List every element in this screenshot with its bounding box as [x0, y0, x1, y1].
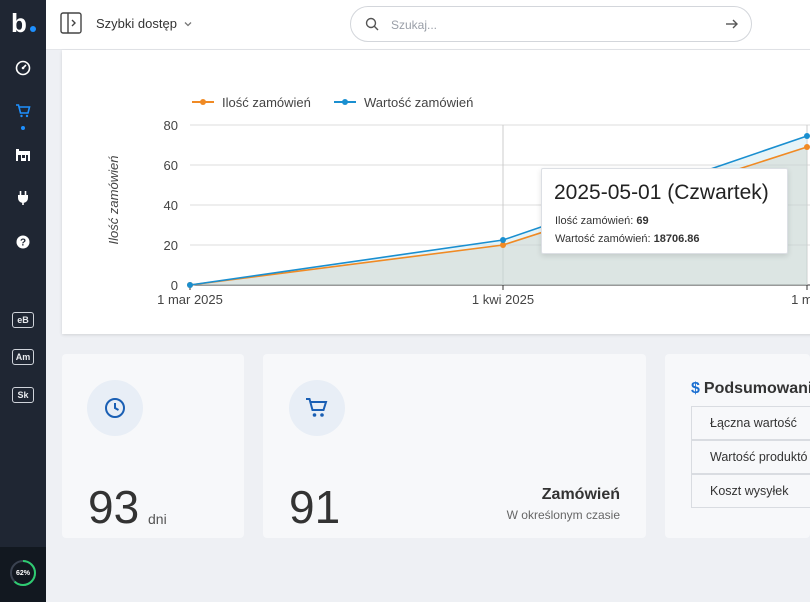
progress-ring[interactable]: [9, 559, 37, 587]
cart-icon: [289, 380, 345, 436]
tooltip-orders-value: 69: [636, 215, 649, 227]
data-point: [187, 282, 193, 288]
x-tick-label: 1 mar 2025: [157, 292, 223, 307]
summary-title: $ Podsumowani: [691, 380, 810, 398]
search-input[interactable]: [391, 15, 711, 35]
active-indicator: [21, 126, 25, 130]
data-point: [804, 133, 810, 139]
legend-swatch-dot: [200, 99, 206, 105]
orders-title: Zamówień: [541, 486, 620, 503]
y-tick-label: 80: [164, 118, 178, 133]
dollar-icon: $: [691, 380, 700, 397]
y-tick-label: 0: [171, 278, 178, 293]
warehouse-icon[interactable]: [13, 145, 33, 165]
days-value: 93: [88, 481, 140, 533]
y-tick-label: 20: [164, 238, 178, 253]
arrow-right-icon[interactable]: [725, 17, 739, 31]
x-tick-label: 1 kwi 2025: [472, 292, 534, 307]
tooltip-orders-label: Ilość zamówień:: [555, 215, 634, 227]
sidebar: b ? eB Am Sk 62%: [0, 0, 46, 602]
progress-label: 62%: [15, 569, 30, 577]
legend-label: Ilość zamówień: [222, 95, 311, 110]
panel-toggle-icon[interactable]: [60, 12, 82, 34]
tooltip-worth-label: Wartość zamówień:: [555, 233, 651, 245]
tooltip-worth-value: 18706.86: [653, 233, 700, 245]
chart-points: [187, 133, 810, 288]
help-icon[interactable]: ?: [13, 232, 33, 252]
y-tick-label: 40: [164, 198, 178, 213]
orders-value: 91: [289, 481, 341, 533]
svg-text:b: b: [11, 8, 27, 38]
y-tick-label: 60: [164, 158, 178, 173]
summary-card: $ Podsumowani Łączna wartość Wartość prod…: [665, 354, 810, 538]
sidebar-footer: 62%: [0, 547, 46, 602]
tooltip-title: 2025-05-01 (Czwartek): [554, 181, 769, 204]
chevron-down-icon: [184, 21, 192, 26]
legend-label: Wartość zamówień: [364, 95, 473, 110]
orders-card: 91 Zamówień W określonym czasie: [263, 354, 646, 538]
chart-legend: Ilość zamówień Wartość zamówień: [192, 95, 473, 110]
clock-icon: [87, 380, 143, 436]
svg-text:?: ?: [20, 238, 26, 249]
app-logo[interactable]: b: [9, 8, 37, 38]
summary-row-total: Łączna wartość: [691, 406, 810, 440]
x-axis-ticks: 1 mar 2025 1 kwi 2025 1 maj: [157, 292, 810, 307]
quick-access-label: Szybki dostęp: [96, 16, 177, 31]
summary-row-products: Wartość produktó: [691, 440, 810, 474]
data-point: [804, 144, 810, 150]
days-unit: dni: [148, 511, 167, 527]
days-card: 93 dni: [62, 354, 244, 538]
search-box: [350, 6, 752, 42]
summary-row-shipping: Koszt wysyłek: [691, 474, 810, 508]
data-point: [500, 242, 506, 248]
amazon-badge[interactable]: Am: [12, 349, 34, 365]
shop-badge[interactable]: Sk: [12, 387, 34, 403]
tooltip-orders-worth: Wartość zamówień: 18706.86: [555, 233, 700, 245]
plug-icon[interactable]: [13, 188, 33, 208]
dashboard-icon[interactable]: [13, 58, 33, 78]
chart-tooltip: 2025-05-01 (Czwartek) Ilość zamówień: 69…: [541, 168, 788, 254]
y-axis-ticks: 0 20 40 60 80: [164, 118, 178, 293]
quick-access-menu[interactable]: Szybki dostęp: [96, 16, 193, 31]
chart-card: 0 20 40 60 80 1 mar 2025 1 kwi 2025 1 maj Iloś…: [62, 50, 810, 334]
x-tick-label: 1 maj: [791, 292, 810, 307]
legend-swatch-dot: [342, 99, 348, 105]
cart-icon[interactable]: [13, 101, 33, 121]
ebay-badge[interactable]: eB: [12, 312, 34, 328]
topbar: Szybki dostęp: [46, 0, 810, 50]
search-icon: [365, 17, 379, 31]
tooltip-orders-count: Ilość zamówień: 69: [555, 215, 649, 227]
data-point: [500, 237, 506, 243]
summary-title-text: Podsumowani: [703, 380, 810, 397]
y-axis-label: Ilość zamówień: [106, 156, 121, 245]
orders-subtitle: W określonym czasie: [506, 508, 620, 522]
